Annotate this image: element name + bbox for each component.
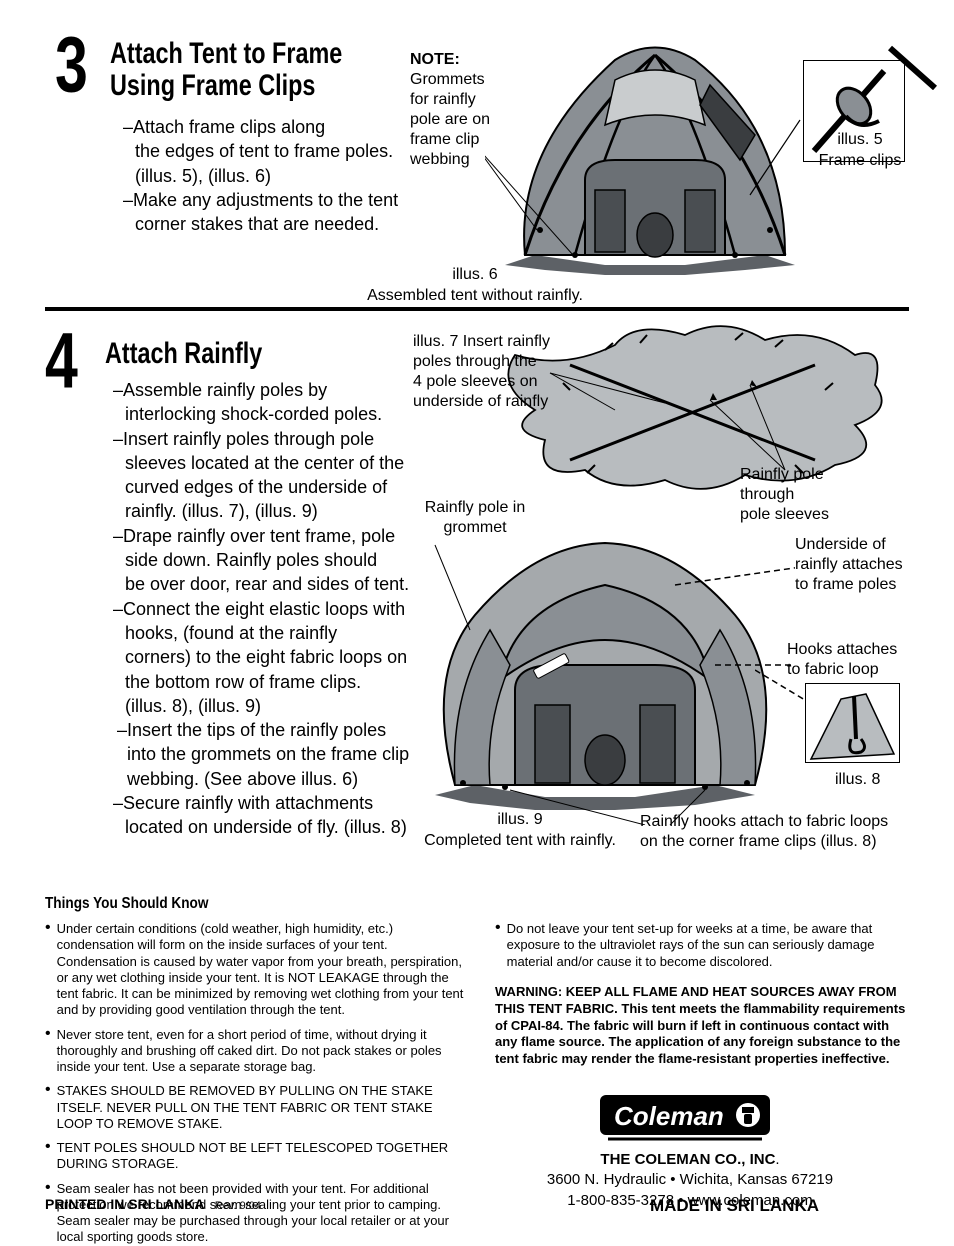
- s4-b2l1: –Insert rainfly poles through pole: [113, 427, 433, 451]
- t3: STAKES SHOULD BE REMOVED BY PULLING ON T…: [57, 1083, 465, 1132]
- illus-9-tent: [415, 525, 795, 825]
- illus5-leader: [745, 100, 825, 200]
- s4-b5l3: webbing. (See above illus. 6): [113, 767, 433, 791]
- step-3-number: 3: [55, 32, 88, 99]
- note1: Grommets: [410, 70, 490, 90]
- i7l2: poles through the: [413, 352, 550, 372]
- footer: PRINTED IN SRI LANKA Rev. 9/04 MADE IN S…: [45, 1196, 909, 1213]
- warning-text: WARNING: KEEP ALL FLAME AND HEAT SOURCES…: [495, 984, 910, 1068]
- illus5-l1: illus. 5: [810, 130, 910, 151]
- warn-l1: KEEP ALL FLAME AND HEAT SOURCES: [566, 984, 815, 999]
- illus9-caption: illus. 9 Completed tent with rainfly.: [395, 810, 645, 852]
- illus8-caption: illus. 8: [835, 770, 880, 791]
- s4-b1l2: interlocking shock-corded poles.: [113, 402, 433, 426]
- illus6-l1: illus. 6: [345, 265, 605, 286]
- aul1: Underside of: [795, 535, 903, 555]
- s4-b5l1: –Insert the tips of the rainfly poles: [113, 718, 433, 742]
- s4-b3l2: side down. Rainfly poles should: [113, 548, 433, 572]
- illus-5-pole-overhang: [785, 40, 945, 90]
- printed-in: PRINTED IN SRI LANKA: [45, 1196, 204, 1212]
- annot-underside: Underside of rainfly attaches to frame p…: [795, 535, 903, 595]
- things-col-right: •Do not leave your tent set-up for weeks…: [495, 913, 910, 1068]
- s3-b2l1: –Make any adjustments to the tent: [123, 188, 443, 212]
- section-4: 4 Attach Rainfly –Assemble rainfly poles…: [45, 320, 909, 880]
- logo-text: Coleman: [614, 1101, 724, 1131]
- i7l1: illus. 7 Insert rainfly: [413, 332, 550, 352]
- ahll1: Rainfly hooks attach to fabric loops: [640, 812, 888, 832]
- i9l1: illus. 9: [395, 810, 645, 831]
- s3-b1l2: the edges of tent to frame poles.: [123, 139, 443, 163]
- s4-b4l4: the bottom row of frame clips.: [113, 670, 433, 694]
- ahl1: Hooks attaches: [787, 640, 897, 660]
- ahll2: on the corner frame clips (illus. 8): [640, 832, 888, 852]
- rev: Rev. 9/04: [215, 1200, 261, 1212]
- t6: Do not leave your tent set-up for weeks …: [507, 921, 910, 970]
- made-in: MADE IN SRI LANKA: [650, 1196, 819, 1216]
- note4: frame clip: [410, 130, 490, 150]
- s4-b6l1: –Secure rainfly with attachments: [113, 791, 433, 815]
- annot-hookloop: Rainfly hooks attach to fabric loops on …: [640, 812, 888, 852]
- illus-8-box: [805, 683, 900, 763]
- s4-b4l2: hooks, (found at the rainfly: [113, 621, 433, 645]
- aul3: to frame poles: [795, 575, 903, 595]
- step-3-body: –Attach frame clips along the edges of t…: [123, 115, 443, 236]
- agl2: grommet: [415, 518, 535, 538]
- step-3-title-line1: Attach Tent to Frame: [110, 38, 342, 70]
- step-3-title-line2: Using Frame Clips: [110, 70, 315, 102]
- t2: Never store tent, even for a short perio…: [57, 1027, 465, 1076]
- s4-b3l3: be over door, rear and sides of tent.: [113, 572, 433, 596]
- aul2: rainfly attaches: [795, 555, 903, 575]
- s4-b2l2: sleeves located at the center of the: [113, 451, 433, 475]
- note5: webbing: [410, 150, 490, 170]
- illus7-label: illus. 7 Insert rainfly poles through th…: [413, 332, 550, 412]
- t1: Under certain conditions (cold weather, …: [57, 921, 465, 1019]
- s3-b1l1: –Attach frame clips along: [123, 115, 443, 139]
- illus5-l2: Frame clips: [810, 151, 910, 172]
- s4-b3l1: –Drape rainfly over tent frame, pole: [113, 524, 433, 548]
- step-4-title: Attach Rainfly: [105, 338, 262, 370]
- note2: for rainfly: [410, 90, 490, 110]
- illus-6-caption: illus. 6 Assembled tent without rainfly.: [345, 265, 605, 307]
- section-3: 3 Attach Tent to Frame Using Frame Clips…: [45, 30, 909, 305]
- t4: TENT POLES SHOULD NOT BE LEFT TELESCOPED…: [57, 1140, 465, 1173]
- coleman-logo: Coleman: [600, 1087, 770, 1145]
- warn-head: WARNING:: [495, 984, 566, 999]
- note-grommets: NOTE: Grommets for rainfly pole are on f…: [410, 50, 490, 170]
- note3: pole are on: [410, 110, 490, 130]
- note-head: NOTE:: [410, 50, 490, 70]
- s4-b2l4: rainfly. (illus. 7), (illus. 9): [113, 499, 433, 523]
- t5: Seam sealer has not been provided with y…: [57, 1181, 465, 1246]
- company-name: THE COLEMAN CO., INC: [600, 1151, 775, 1168]
- s4-b1l1: –Assemble rainfly poles by: [113, 378, 433, 402]
- divider: [45, 307, 909, 311]
- i7l4: underside of rainfly: [413, 392, 550, 412]
- illus6-l2: Assembled tent without rainfly.: [345, 286, 605, 307]
- asl3: pole sleeves: [740, 505, 829, 525]
- s4-b5l2: into the grommets on the frame clip: [113, 742, 433, 766]
- s4-b4l3: corners) to the eight fabric loops on: [113, 645, 433, 669]
- s4-b6l2: located on underside of fly. (illus. 8): [113, 815, 433, 839]
- s3-b1l3: (illus. 5), (illus. 6): [123, 164, 443, 188]
- i9l2: Completed tent with rainfly.: [395, 831, 645, 852]
- leader-illus8: [755, 665, 815, 725]
- illus-8-hook: [806, 684, 899, 762]
- things-title: Things You Should Know: [45, 895, 402, 913]
- step-4-number: 4: [45, 328, 78, 395]
- step-4-body: –Assemble rainfly poles by interlocking …: [113, 378, 433, 840]
- s4-b4l5: (illus. 8), (illus. 9): [113, 694, 433, 718]
- annot-grommet: Rainfly pole in grommet: [415, 498, 535, 538]
- s4-b2l3: curved edges of the underside of: [113, 475, 433, 499]
- s4-b4l1: –Connect the eight elastic loops with: [113, 597, 433, 621]
- i7l3: 4 pole sleeves on: [413, 372, 550, 392]
- company-addr: 3600 N. Hydraulic • Wichita, Kansas 6721…: [490, 1170, 890, 1190]
- things-col-left: Things You Should Know •Under certain co…: [45, 895, 465, 1246]
- s3-b2l2: corner stakes that are needed.: [123, 212, 443, 236]
- illus-5-caption: illus. 5 Frame clips: [810, 130, 910, 172]
- leader-sleeve: [695, 380, 835, 500]
- agl1: Rainfly pole in: [415, 498, 535, 518]
